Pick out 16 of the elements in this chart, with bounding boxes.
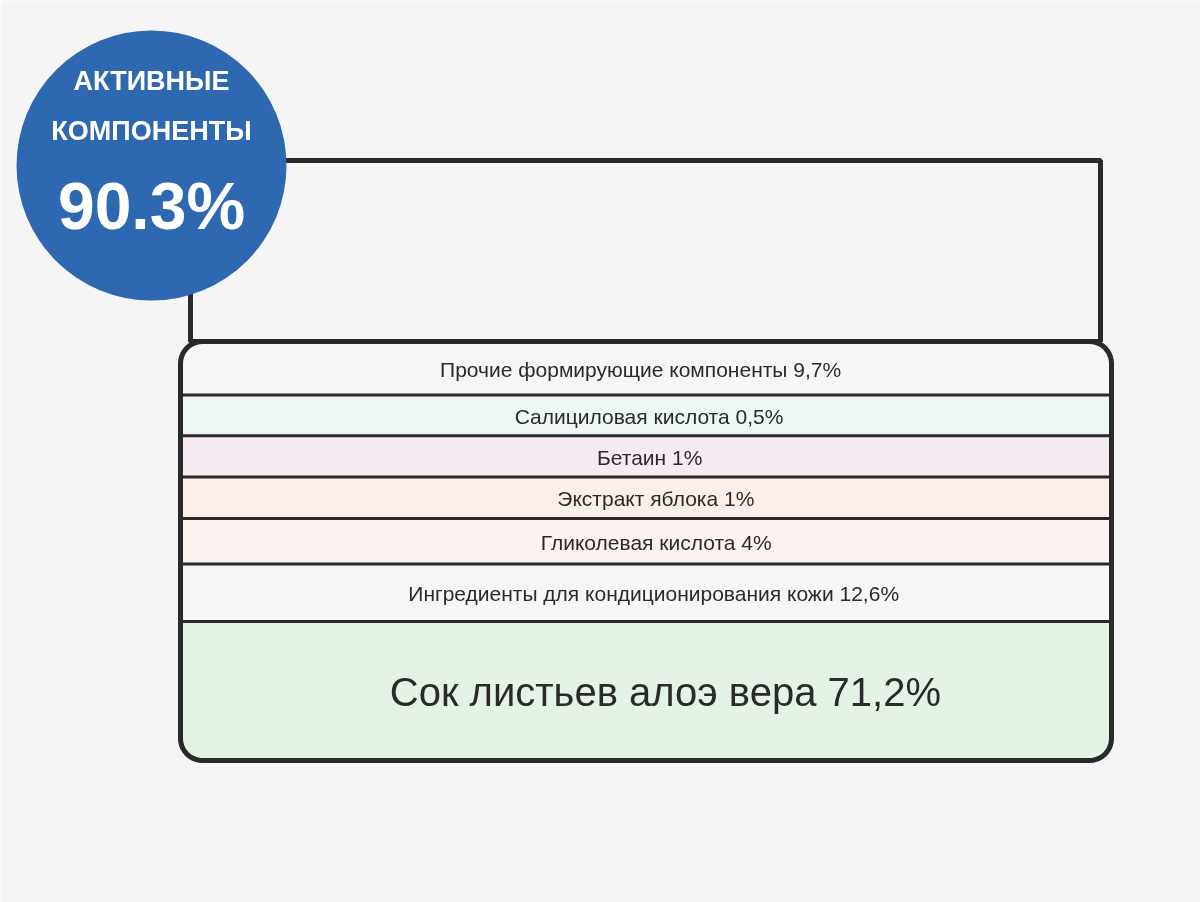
data-label: 1%	[724, 487, 755, 511]
category-label: Бетаин	[597, 445, 667, 469]
data-label: 71,2%	[827, 670, 942, 715]
text: АКТИВНЫЕ КОМПОНЕНТЫ	[51, 65, 252, 146]
data-label: 0,5%	[735, 404, 784, 428]
data-label: 1%	[672, 445, 703, 469]
data-label: 9,7%	[793, 357, 842, 381]
data-label: 4%	[741, 530, 772, 554]
category-label: Гликолевая кислота	[540, 530, 736, 554]
category-label: Ингредиенты для кондиционирования кожи	[408, 582, 834, 606]
category-label: Прочие формирующие компоненты	[440, 357, 788, 381]
category-label: Сок листьев алоэ вера	[389, 670, 818, 715]
data-label: 12,6%	[839, 582, 900, 606]
text: 90.3%	[57, 168, 246, 243]
category-label: Экстракт яблока	[557, 487, 719, 511]
category-label: Салициловая кислота	[514, 404, 731, 428]
